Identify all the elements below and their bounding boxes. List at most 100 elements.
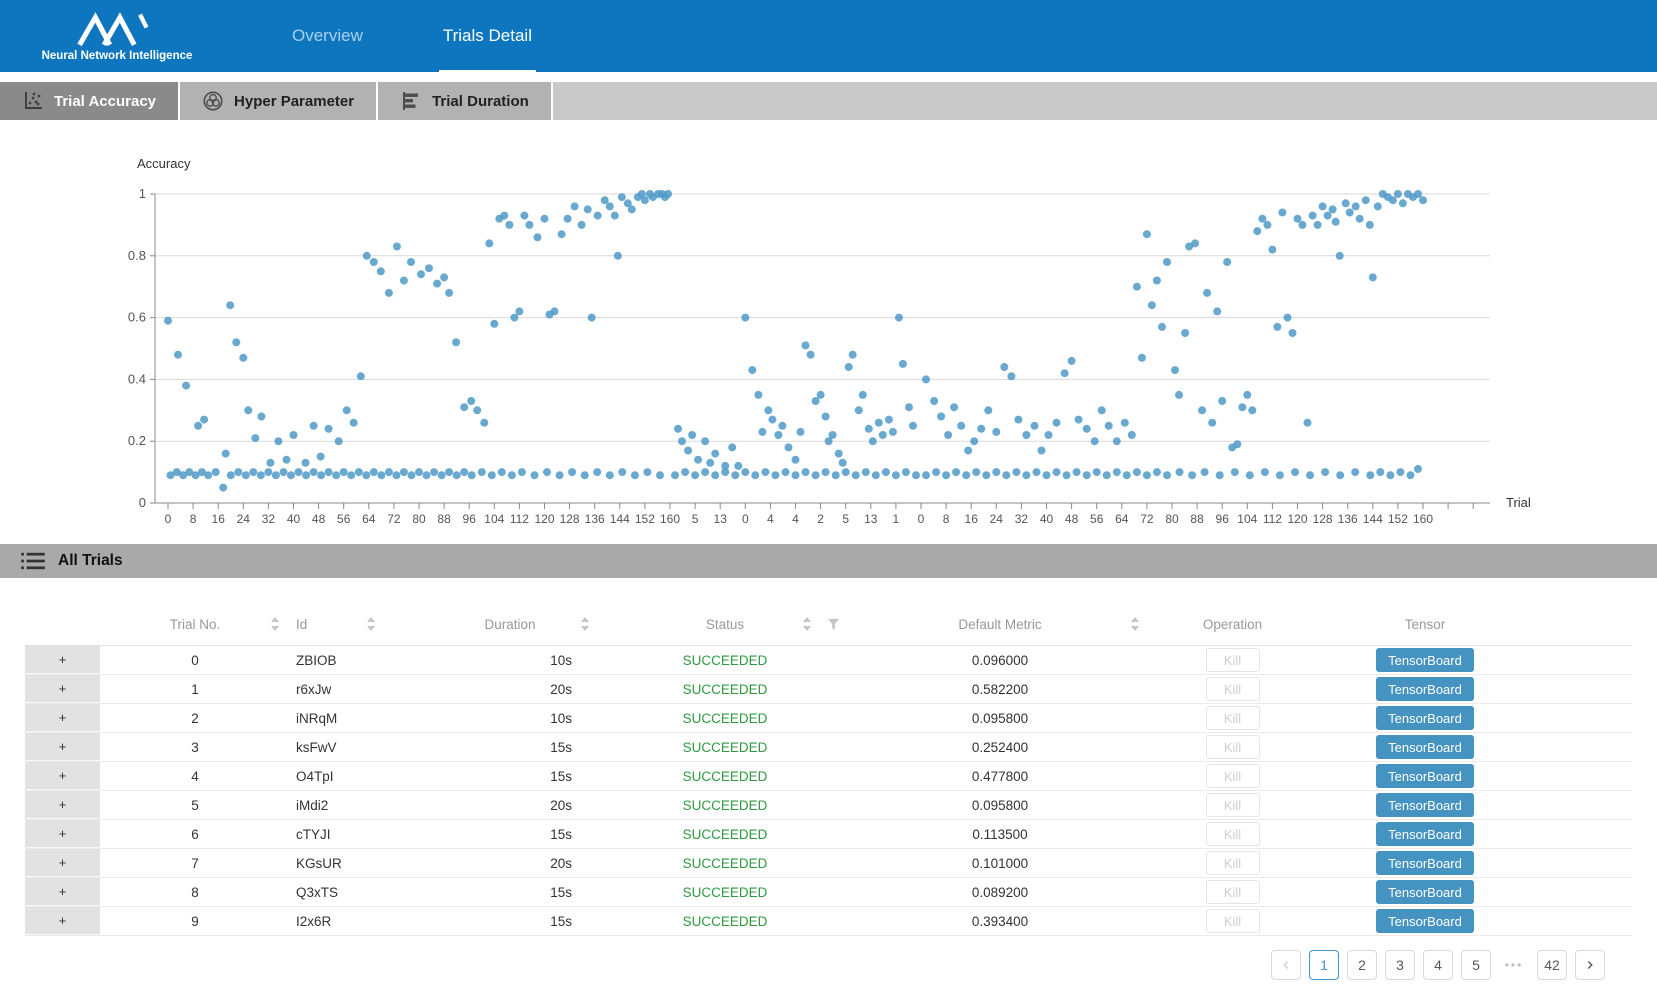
pagination-page-4[interactable]: 4	[1423, 950, 1453, 980]
scatter-point	[706, 459, 714, 467]
kill-button[interactable]: Kill	[1206, 822, 1260, 846]
pagination-page-2[interactable]: 2	[1347, 950, 1377, 980]
pagination-prev-button[interactable]	[1271, 950, 1301, 980]
scatter-point	[377, 471, 385, 479]
cell-tensor: TensorBoard	[1315, 704, 1535, 732]
cell-operation: Kill	[1150, 733, 1315, 761]
scatter-point	[701, 468, 709, 476]
kill-button[interactable]: Kill	[1206, 677, 1260, 701]
kill-button[interactable]: Kill	[1206, 880, 1260, 904]
svg-text:4: 4	[792, 512, 799, 526]
tensorboard-button[interactable]: TensorBoard	[1376, 764, 1474, 788]
sort-icon[interactable]	[580, 617, 590, 632]
scatter-point	[227, 471, 235, 479]
tensorboard-button[interactable]: TensorBoard	[1376, 851, 1474, 875]
scatter-point	[1075, 416, 1083, 424]
scatter-point	[764, 406, 772, 414]
status-badge: SUCCEEDED	[600, 762, 850, 790]
scatter-point	[797, 428, 805, 436]
scatter-point	[1374, 202, 1382, 210]
column-header-metric[interactable]: Default Metric	[850, 613, 1150, 635]
svg-text:56: 56	[337, 512, 351, 526]
scatter-point	[701, 437, 709, 445]
cell-id: r6xJw	[290, 675, 420, 703]
expand-row-button[interactable]: +	[25, 849, 100, 877]
status-badge: SUCCEEDED	[600, 675, 850, 703]
filter-icon[interactable]	[827, 618, 840, 631]
scatter-point	[423, 471, 431, 479]
kill-button[interactable]: Kill	[1206, 706, 1260, 730]
tensorboard-button[interactable]: TensorBoard	[1376, 822, 1474, 846]
kill-button[interactable]: Kill	[1206, 793, 1260, 817]
column-header-id[interactable]: Id	[290, 613, 420, 635]
sort-icon[interactable]	[366, 617, 376, 632]
scatter-point	[711, 450, 719, 458]
kill-button[interactable]: Kill	[1206, 851, 1260, 875]
nav-tab-trials-detail[interactable]: Trials Detail	[439, 0, 536, 72]
expand-row-button[interactable]: +	[25, 733, 100, 761]
cell-tensor: TensorBoard	[1315, 878, 1535, 906]
pagination-next-button[interactable]	[1575, 950, 1605, 980]
tensorboard-button[interactable]: TensorBoard	[1376, 909, 1474, 933]
svg-text:72: 72	[387, 512, 401, 526]
pagination-page-1[interactable]: 1	[1309, 950, 1339, 980]
svg-text:136: 136	[1338, 512, 1358, 526]
sort-icon[interactable]	[270, 617, 280, 632]
tab-trial-accuracy[interactable]: Trial Accuracy	[0, 82, 180, 120]
svg-text:5: 5	[692, 512, 699, 526]
kill-button[interactable]: Kill	[1206, 764, 1260, 788]
tensorboard-button[interactable]: TensorBoard	[1376, 793, 1474, 817]
kill-button[interactable]: Kill	[1206, 909, 1260, 933]
expand-row-button[interactable]: +	[25, 907, 100, 935]
table-header: Trial No.IdDurationStatusDefault MetricO…	[25, 578, 1632, 646]
scatter-point	[892, 471, 900, 479]
sort-icon[interactable]	[802, 617, 812, 632]
plus-icon: +	[59, 855, 67, 870]
column-header-status[interactable]: Status	[600, 613, 850, 635]
pagination-ellipsis[interactable]: •••	[1499, 950, 1529, 980]
scatter-point	[257, 471, 265, 479]
scatter-point	[438, 471, 446, 479]
tab-hyper-parameter[interactable]: Hyper Parameter	[180, 82, 378, 120]
expand-row-button[interactable]: +	[25, 704, 100, 732]
column-header-trial_no[interactable]: Trial No.	[100, 613, 290, 635]
scatter-point	[1213, 307, 1221, 315]
tensorboard-button[interactable]: TensorBoard	[1376, 735, 1474, 759]
scatter-point	[992, 468, 1000, 476]
scatter-point	[865, 425, 873, 433]
tensorboard-button[interactable]: TensorBoard	[1376, 648, 1474, 672]
scatter-point	[984, 406, 992, 414]
scatter-point	[691, 471, 699, 479]
expand-row-button[interactable]: +	[25, 762, 100, 790]
scatter-point	[473, 406, 481, 414]
tensorboard-button[interactable]: TensorBoard	[1376, 706, 1474, 730]
scatter-point	[1105, 422, 1113, 430]
svg-text:0.6: 0.6	[128, 310, 146, 325]
scatter-point	[845, 363, 853, 371]
scatter-point	[290, 431, 298, 439]
expand-row-button[interactable]: +	[25, 878, 100, 906]
tensorboard-button[interactable]: TensorBoard	[1376, 677, 1474, 701]
expand-row-button[interactable]: +	[25, 791, 100, 819]
cell-tensor: TensorBoard	[1315, 791, 1535, 819]
pagination-page-42[interactable]: 42	[1537, 950, 1567, 980]
tab-trial-duration[interactable]: Trial Duration	[378, 82, 553, 120]
sort-icon[interactable]	[1130, 617, 1140, 632]
scatter-point	[1268, 246, 1276, 254]
expand-row-button[interactable]: +	[25, 820, 100, 848]
expand-row-button[interactable]: +	[25, 646, 100, 674]
kill-button[interactable]: Kill	[1206, 735, 1260, 759]
pagination-page-3[interactable]: 3	[1385, 950, 1415, 980]
scatter-point	[1014, 416, 1022, 424]
scatter-point	[964, 447, 972, 455]
kill-button[interactable]: Kill	[1206, 648, 1260, 672]
status-badge: SUCCEEDED	[600, 820, 850, 848]
scatter-point	[1336, 471, 1344, 479]
expand-row-button[interactable]: +	[25, 675, 100, 703]
tensorboard-button[interactable]: TensorBoard	[1376, 880, 1474, 904]
scatter-point	[357, 372, 365, 380]
nav-tab-overview[interactable]: Overview	[288, 0, 367, 72]
column-header-duration[interactable]: Duration	[420, 613, 600, 635]
pagination-page-5[interactable]: 5	[1461, 950, 1491, 980]
scatter-point	[325, 425, 333, 433]
